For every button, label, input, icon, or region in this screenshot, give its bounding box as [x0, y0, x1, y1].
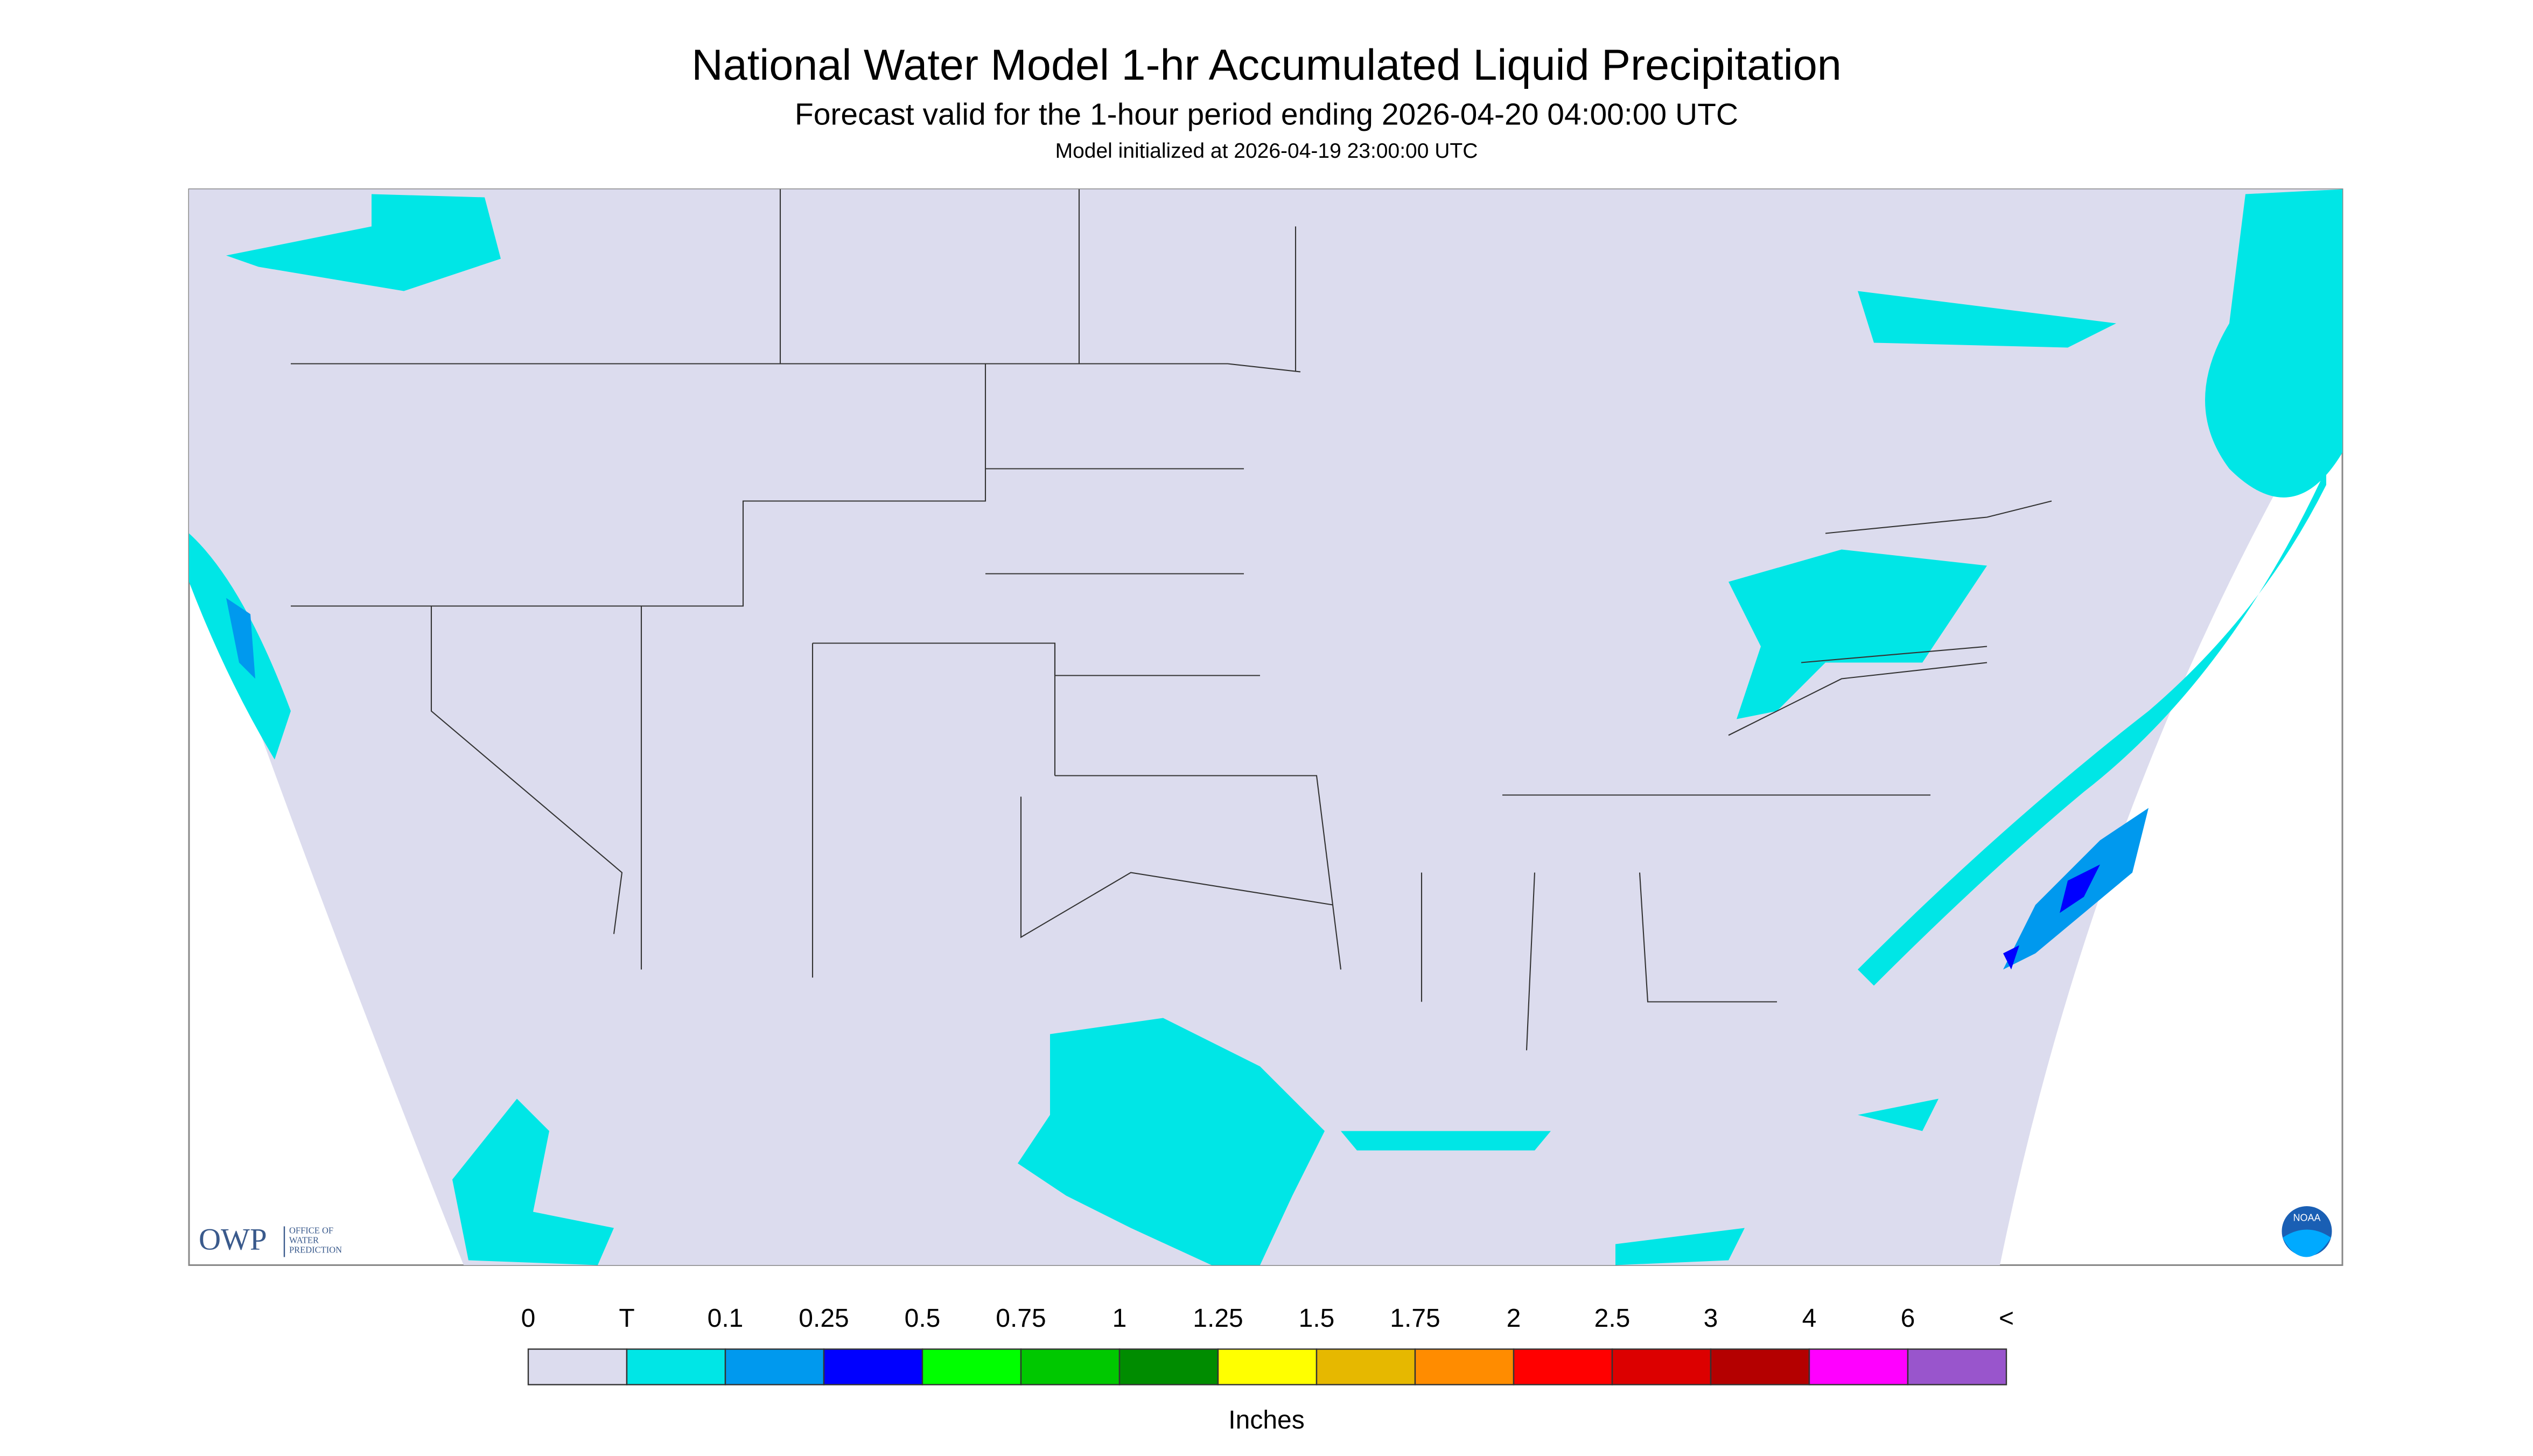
domain — [189, 189, 2342, 1265]
colorbar-label: 6 — [1901, 1304, 1915, 1333]
colorbar-box — [1611, 1348, 1712, 1385]
title: National Water Model 1-hr Accumulated Li… — [691, 41, 1842, 89]
colorbar-label: 0.25 — [799, 1304, 849, 1333]
colorbar-box — [626, 1348, 726, 1385]
owp-logo: OWP OFFICE OF WATER PREDICTION — [199, 1223, 342, 1257]
noaa-logo: NOAA — [2280, 1205, 2334, 1258]
colorbar-unit: Inches — [1228, 1406, 1304, 1434]
colorbar-label: 0.5 — [905, 1304, 941, 1333]
logo-abbr: OWP — [199, 1223, 267, 1257]
colorbar-box — [1907, 1348, 2007, 1385]
colorbar-label: 1.75 — [1390, 1304, 1440, 1333]
colorbar-label: 3 — [1704, 1304, 1718, 1333]
colorbar-box — [823, 1348, 923, 1385]
init-time: Model initialized at 2026-04-19 23:00:00… — [1055, 139, 1478, 163]
colorbar-box — [527, 1348, 628, 1385]
colorbar-box — [1710, 1348, 1810, 1385]
map — [188, 188, 2343, 1266]
colorbar-label: 4 — [1802, 1304, 1817, 1333]
colorbar-label: 2 — [1507, 1304, 1521, 1333]
logo-line: WATER — [289, 1235, 319, 1245]
colorbar-box — [921, 1348, 1022, 1385]
colorbar-box — [724, 1348, 825, 1385]
colorbar-box — [1217, 1348, 1318, 1385]
colorbar-label: < — [1999, 1304, 2014, 1333]
boundaries — [291, 189, 2052, 1051]
colorbar-label: 0.1 — [708, 1304, 744, 1333]
logo-line: OFFICE OF — [289, 1225, 333, 1235]
colorbar-label: 0.75 — [996, 1304, 1046, 1333]
colorbar-label: 0 — [521, 1304, 536, 1333]
precip-light — [189, 189, 2342, 1265]
noaa-text: NOAA — [2293, 1212, 2320, 1223]
colorbar-box — [1118, 1348, 1219, 1385]
colorbar-box — [1316, 1348, 1416, 1385]
colorbar-label: 1.25 — [1193, 1304, 1243, 1333]
colorbar-box — [1414, 1348, 1515, 1385]
subtitle: Forecast valid for the 1-hour period end… — [795, 97, 1738, 132]
colorbar-box — [1020, 1348, 1121, 1385]
colorbar-label: 1.5 — [1299, 1304, 1335, 1333]
colorbar-label: 1 — [1112, 1304, 1127, 1333]
colorbar-box — [1808, 1348, 1909, 1385]
precip-heavy — [2003, 864, 2100, 970]
logo-line: PREDICTION — [289, 1244, 342, 1255]
colorbar: 0 T 0.1 0.25 0.5 0.75 1 1.25 1.5 1.75 2 2.5 3 4 6 < — [521, 1304, 2014, 1385]
colorbar-label: T — [619, 1304, 634, 1333]
colorbar-box — [1513, 1348, 1613, 1385]
colorbar-label: 2.5 — [1594, 1304, 1631, 1333]
